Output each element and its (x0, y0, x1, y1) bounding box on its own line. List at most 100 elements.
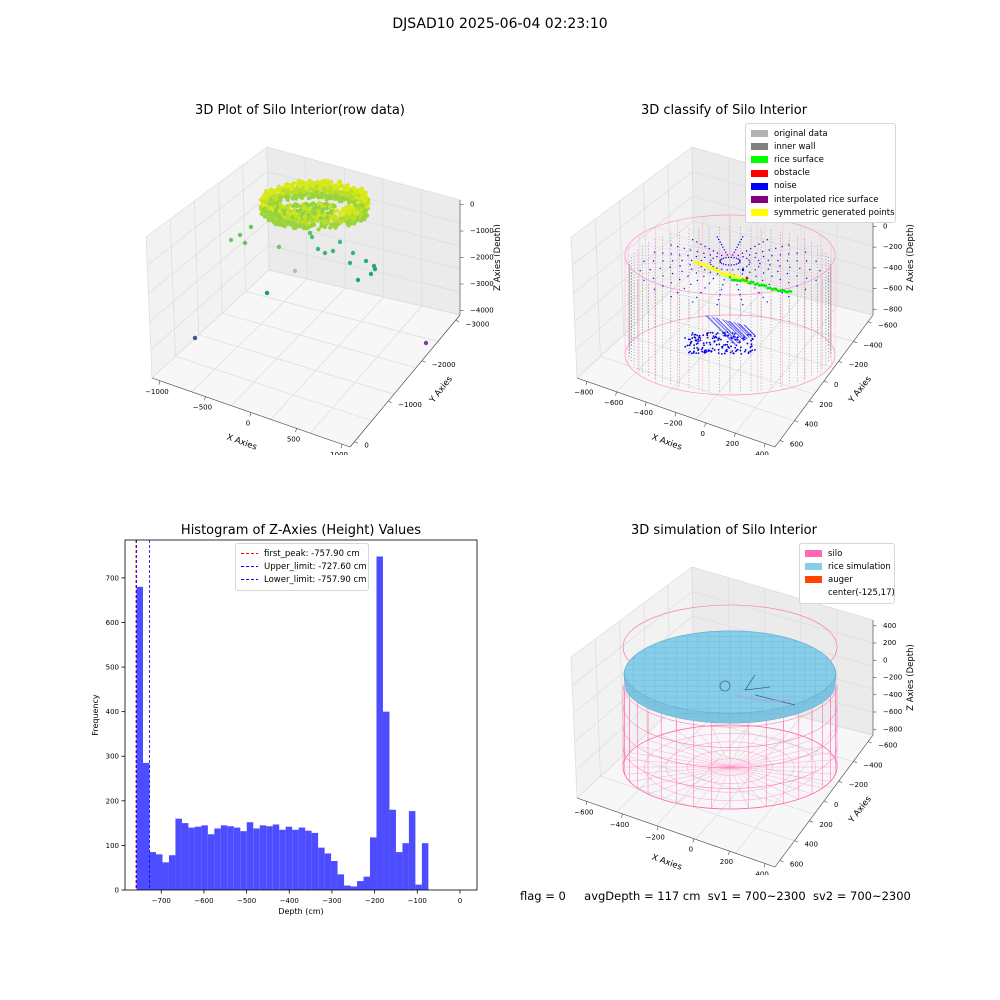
histogram-bar (305, 830, 312, 890)
noise-point (712, 257, 714, 259)
x-tick-label: 500 (287, 435, 300, 443)
legend-item-inner-wall: inner wall (751, 140, 890, 153)
noise-point (759, 262, 761, 265)
raw-point (260, 201, 265, 206)
legend-label: auger (828, 574, 853, 585)
raw-point (307, 230, 313, 236)
histogram-chart[interactable]: −700 −600 −500 −400 −300 −200 −100 0 0 100 200 300 4… (80, 530, 490, 920)
noise-point (709, 261, 711, 264)
noise-point (710, 259, 712, 261)
silo-wire (693, 727, 731, 768)
histogram-bar (259, 825, 267, 890)
classify-3d-plot[interactable]: −800 −600 −400 −200 0 200 400 600 400 200 0 −200 −40… (555, 125, 925, 455)
tick-mark (249, 412, 252, 417)
grid-line (655, 707, 766, 826)
noise-point (717, 238, 720, 241)
grid-line (270, 296, 384, 420)
y-tick-label: 200 (819, 401, 832, 409)
legend-label: rice simulation (828, 561, 891, 572)
tick-mark (794, 840, 799, 843)
noise-point (697, 340, 700, 343)
noise-streak (733, 322, 750, 338)
raw-point (363, 190, 368, 195)
noise-point (788, 253, 790, 255)
y-tick-label: 500 (106, 664, 119, 672)
noise-point (779, 265, 781, 267)
noise-point (643, 260, 645, 262)
noise-point (719, 260, 721, 262)
tick-mark (809, 400, 813, 403)
noise-point (788, 244, 790, 246)
noise-point (714, 335, 717, 338)
noise-point (715, 333, 718, 336)
rice-surface-point (768, 286, 772, 290)
histogram-bar (240, 831, 247, 890)
z-tick-label: −4000 (470, 306, 494, 314)
noise-point (662, 260, 664, 262)
raw-point (314, 184, 319, 189)
noise-point (737, 289, 740, 291)
noise-point (703, 349, 706, 352)
noise-point (723, 352, 726, 355)
raw-point (324, 206, 329, 211)
grid-line (571, 591, 693, 686)
raw-point (242, 240, 248, 246)
tick-mark (354, 441, 359, 444)
noise-point (697, 338, 699, 341)
x-tick-label: 0 (246, 420, 250, 428)
classify-marks (624, 214, 836, 396)
noise-point (693, 333, 696, 336)
noise-point (735, 249, 737, 251)
legend-label: rice surface (774, 154, 824, 165)
z-tick-label: −3000 (470, 280, 494, 288)
legend-label: original data (774, 128, 828, 139)
noise-point (725, 348, 728, 351)
tick-mark (763, 443, 766, 448)
noise-point (788, 295, 790, 298)
raw-point (287, 220, 292, 225)
noise-point (749, 350, 752, 352)
noise-point (762, 250, 764, 253)
noise-point (720, 243, 723, 246)
histogram-bar (149, 852, 156, 890)
x-tick-label: 400 (755, 871, 768, 875)
histogram-bar (395, 852, 403, 890)
symmetric-point (717, 269, 721, 273)
y-tick-label: 200 (106, 797, 119, 805)
grid-line (647, 312, 834, 369)
raw-point (345, 183, 350, 188)
legend-item-center: center(-125,17) (805, 587, 895, 600)
figure-title: DJSAD10 2025-06-04 02:23:10 (392, 16, 608, 32)
histogram-bar (188, 827, 195, 890)
raw-point (192, 335, 198, 341)
histogram-bar (233, 827, 241, 890)
raw-point (363, 194, 368, 199)
raw-point (329, 214, 334, 219)
tick-mark (823, 800, 828, 803)
noise-point (720, 338, 722, 341)
noise-point (727, 264, 730, 266)
raw-point (282, 205, 287, 210)
raw-3d-plot[interactable]: −1000 −500 0 500 1000 0 −1000 −2000 −3000 0 −1000 −… (130, 125, 500, 455)
tick-mark (455, 320, 460, 322)
grid-line (594, 638, 601, 777)
raw-point (316, 227, 321, 232)
raw-point (335, 208, 340, 213)
rice-surface-point (749, 280, 753, 284)
raw-point (297, 183, 302, 188)
simulation-3d-plot[interactable]: −600 −400 −200 0 200 400 600 400 200 0 −200 −400 −60… (555, 545, 925, 875)
noise-point (781, 245, 783, 248)
histogram-bar (363, 876, 370, 890)
noise-point (720, 262, 723, 264)
raw-point (302, 219, 307, 224)
legend-item-noise: noise (751, 180, 890, 193)
histogram-bar (181, 823, 189, 890)
noise-point (726, 343, 729, 346)
legend-item-rice-surface: rice surface (751, 153, 890, 166)
raw-point (350, 250, 356, 256)
tick-mark (340, 444, 343, 449)
noise-point (745, 250, 748, 252)
legend-label: symmetric generated points (774, 207, 895, 218)
raw-point (291, 194, 296, 199)
noise-point (767, 259, 769, 262)
